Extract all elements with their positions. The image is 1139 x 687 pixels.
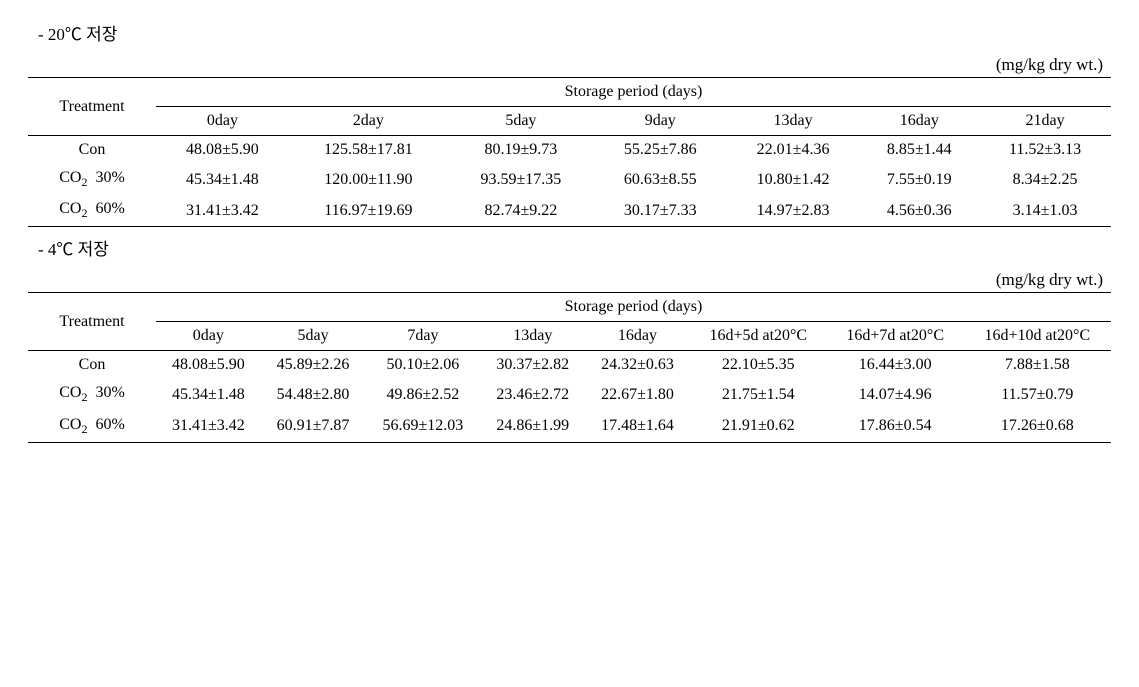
section1-treatment-header: Treatment [28,78,156,136]
data-cell: 11.52±3.13 [979,136,1111,165]
section2-col-5: 16d+5d at20°C [690,322,827,351]
section1-heading: - 20℃ 저장 [38,20,1111,45]
data-cell: 45.34±1.48 [156,379,261,410]
data-cell: 55.25±7.86 [594,136,727,165]
data-cell: 22.10±5.35 [690,351,827,380]
section2-col-1: 5day [261,322,366,351]
data-cell: 7.88±1.58 [964,351,1111,380]
data-cell: 116.97±19.69 [289,195,448,227]
section2-col-4: 16day [585,322,690,351]
data-cell: 45.34±1.48 [156,164,289,195]
table-row: CO2 60% 31.41±3.42 116.97±19.69 82.74±9.… [28,195,1111,227]
data-cell: 48.08±5.90 [156,351,261,380]
data-cell: 24.86±1.99 [480,411,585,443]
section1-col-5: 16day [859,107,979,136]
section2-col-7: 16d+10d at20°C [964,322,1111,351]
data-cell: 30.37±2.82 [480,351,585,380]
table-row: CO2 60% 31.41±3.42 60.91±7.87 56.69±12.0… [28,411,1111,443]
data-cell: 23.46±2.72 [480,379,585,410]
data-cell: 17.26±0.68 [964,411,1111,443]
data-cell: 10.80±1.42 [727,164,860,195]
section2-heading: - 4℃ 저장 [38,235,1111,260]
section1-col-4: 13day [727,107,860,136]
table-row: CO2 30% 45.34±1.48 54.48±2.80 49.86±2.52… [28,379,1111,410]
row-label: CO2 60% [28,411,156,443]
data-cell: 125.58±17.81 [289,136,448,165]
table-row: CO2 30% 45.34±1.48 120.00±11.90 93.59±17… [28,164,1111,195]
section1-col-1: 2day [289,107,448,136]
data-cell: 82.74±9.22 [448,195,594,227]
row-label: CO2 30% [28,379,156,410]
row-label: CO2 60% [28,195,156,227]
data-cell: 80.19±9.73 [448,136,594,165]
data-cell: 60.91±7.87 [261,411,366,443]
row-label: Con [28,136,156,165]
data-cell: 60.63±8.55 [594,164,727,195]
section1-col-2: 5day [448,107,594,136]
section1-col-6: 21day [979,107,1111,136]
section2-col-0: 0day [156,322,261,351]
data-cell: 24.32±0.63 [585,351,690,380]
section1-period-header: Storage period (days) [156,78,1111,107]
data-cell: 14.97±2.83 [727,195,860,227]
data-cell: 50.10±2.06 [365,351,480,380]
data-cell: 11.57±0.79 [964,379,1111,410]
section2-period-header: Storage period (days) [156,293,1111,322]
section1-col-3: 9day [594,107,727,136]
data-cell: 17.86±0.54 [827,411,964,443]
data-cell: 54.48±2.80 [261,379,366,410]
data-cell: 8.85±1.44 [859,136,979,165]
data-cell: 17.48±1.64 [585,411,690,443]
data-cell: 49.86±2.52 [365,379,480,410]
section2-col-2: 7day [365,322,480,351]
data-cell: 21.91±0.62 [690,411,827,443]
row-label: Con [28,351,156,380]
data-cell: 56.69±12.03 [365,411,480,443]
data-cell: 48.08±5.90 [156,136,289,165]
table-row: Con 48.08±5.90 125.58±17.81 80.19±9.73 5… [28,136,1111,165]
row-label: CO2 30% [28,164,156,195]
data-cell: 14.07±4.96 [827,379,964,410]
data-cell: 31.41±3.42 [156,195,289,227]
section1-col-0: 0day [156,107,289,136]
section1-unit: (mg/kg dry wt.) [28,55,1103,75]
data-cell: 4.56±0.36 [859,195,979,227]
data-cell: 3.14±1.03 [979,195,1111,227]
data-cell: 93.59±17.35 [448,164,594,195]
data-cell: 30.17±7.33 [594,195,727,227]
section2-col-6: 16d+7d at20°C [827,322,964,351]
section2-unit: (mg/kg dry wt.) [28,270,1103,290]
section1-table: Treatment Storage period (days) 0day 2da… [28,77,1111,227]
data-cell: 16.44±3.00 [827,351,964,380]
section2-table: Treatment Storage period (days) 0day 5da… [28,292,1111,442]
section2-col-3: 13day [480,322,585,351]
data-cell: 21.75±1.54 [690,379,827,410]
data-cell: 45.89±2.26 [261,351,366,380]
data-cell: 120.00±11.90 [289,164,448,195]
table-row: Con 48.08±5.90 45.89±2.26 50.10±2.06 30.… [28,351,1111,380]
data-cell: 8.34±2.25 [979,164,1111,195]
data-cell: 22.01±4.36 [727,136,860,165]
data-cell: 22.67±1.80 [585,379,690,410]
data-cell: 7.55±0.19 [859,164,979,195]
section2-treatment-header: Treatment [28,293,156,351]
data-cell: 31.41±3.42 [156,411,261,443]
